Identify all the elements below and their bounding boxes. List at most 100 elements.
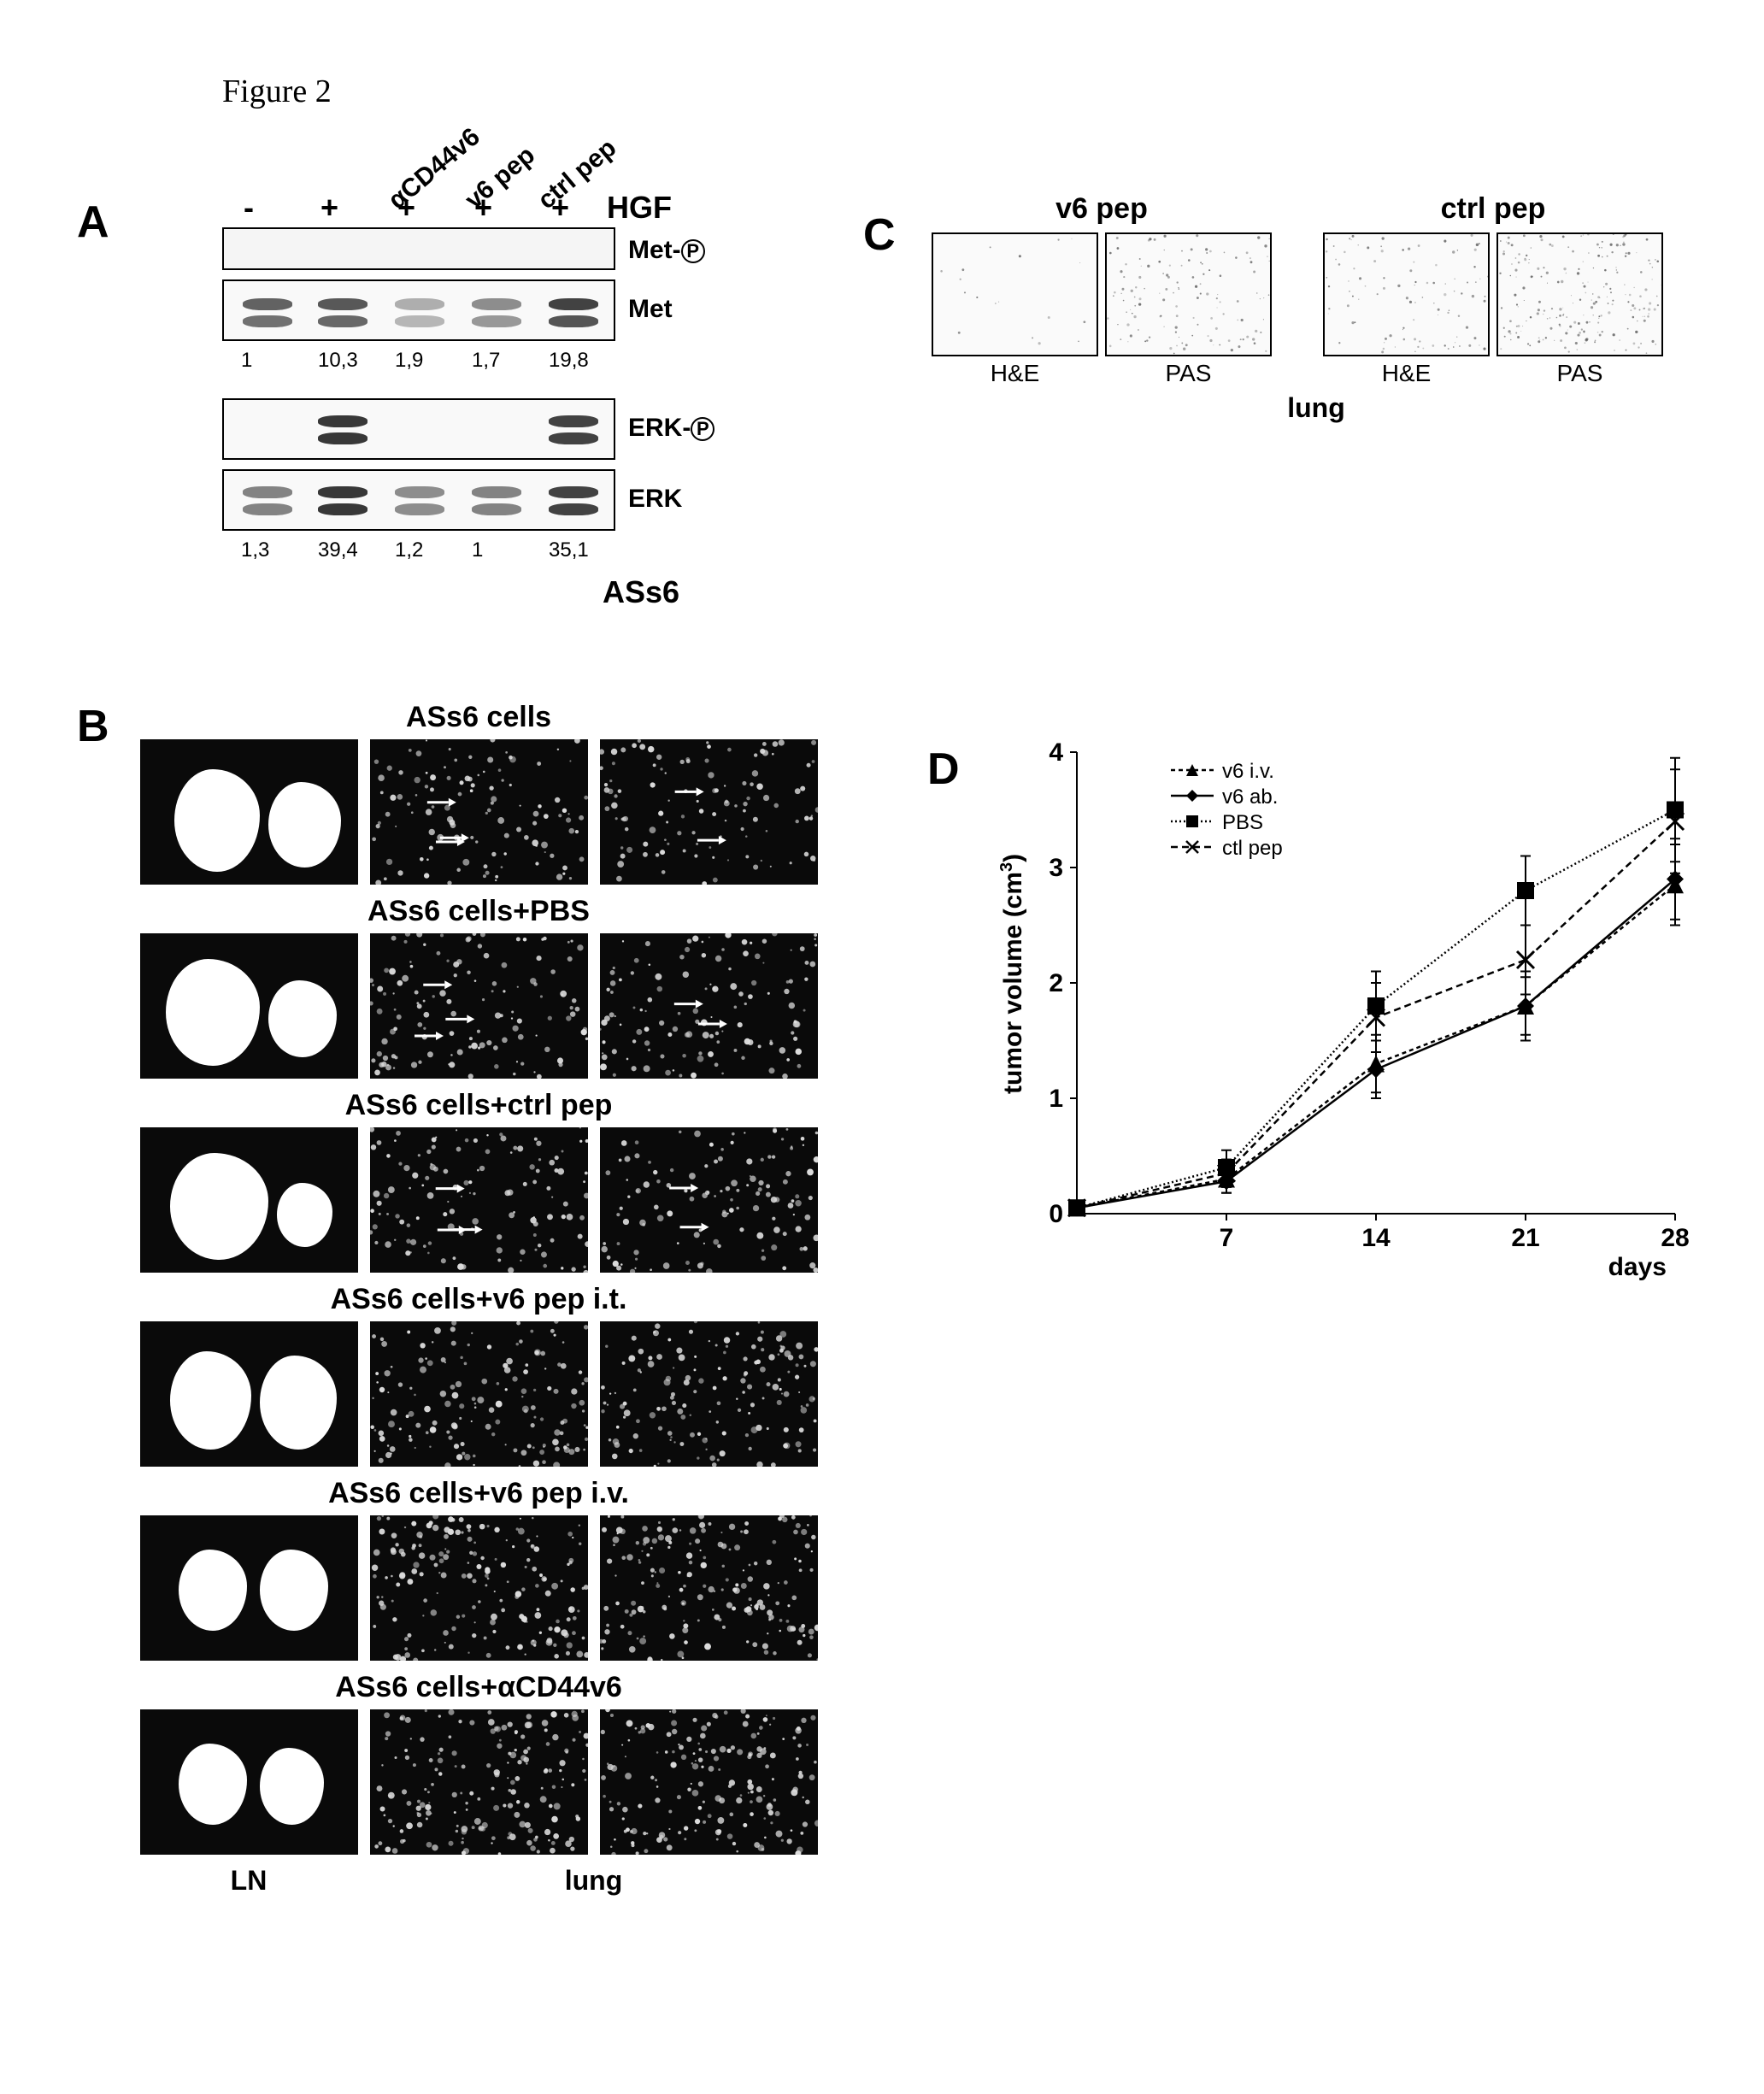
- lung-photo: [600, 1321, 818, 1467]
- hgf-label: HGF: [607, 190, 672, 226]
- tumor-blob: [179, 1744, 247, 1825]
- stain-label: H&E: [932, 360, 1098, 387]
- phospho-icon: P: [691, 417, 714, 441]
- panel-b: ASs6 cellsASs6 cells+PBSASs6 cells+ctrl …: [124, 701, 833, 1897]
- lung-photo: [370, 1709, 588, 1855]
- legend-label: PBS: [1222, 811, 1263, 835]
- legend-label: v6 i.v.: [1222, 760, 1274, 784]
- blot-row: ERK-P: [222, 398, 752, 464]
- blot-band: [549, 503, 598, 515]
- blot-band: [472, 298, 521, 310]
- treatment-images: [124, 739, 833, 885]
- hne-image: [932, 232, 1098, 356]
- phospho-icon: P: [681, 239, 705, 263]
- quant-value: 1,9: [395, 349, 423, 373]
- ln-photo: [140, 1515, 358, 1661]
- blot-label: Met: [628, 295, 673, 324]
- treatment-title: ASs6 cells+v6 pep i.t.: [124, 1283, 833, 1316]
- quant-row: 1,339,41,2135,1: [222, 538, 752, 564]
- marker-square: [1517, 882, 1534, 899]
- blot-row: Met-P: [222, 227, 752, 274]
- blot-band: [318, 432, 368, 444]
- lung-photo: [370, 739, 588, 885]
- blot-box: [222, 398, 615, 460]
- y-axis-label: tumor volume (cm3): [997, 854, 1027, 1094]
- treatment-title: ASs6 cells+v6 pep i.v.: [124, 1477, 833, 1510]
- histology-group: v6 pepH&EPAS: [932, 192, 1272, 387]
- stain-labels: H&EPAS: [1323, 360, 1663, 387]
- blot-band: [395, 298, 444, 310]
- ln-column-label: LN: [140, 1865, 358, 1897]
- lane-sign: -: [244, 190, 254, 226]
- blot-band: [395, 503, 444, 515]
- lung-photo: [600, 739, 818, 885]
- tumor-blob: [260, 1748, 324, 1825]
- lung-photo: [370, 1127, 588, 1273]
- x-axis-label: days: [1608, 1253, 1667, 1281]
- blot-band: [243, 298, 292, 310]
- lane-headers: -++++αCD44v6v6 pepctrl pepHGF: [222, 145, 752, 222]
- treatment-group: ASs6 cells+v6 pep i.v.: [124, 1477, 833, 1661]
- hne-image: [1323, 232, 1490, 356]
- pas-image: [1496, 232, 1663, 356]
- panel-c: v6 pepH&EPASctrl pepH&EPAS lung: [932, 192, 1701, 424]
- panel-label-d: D: [927, 744, 960, 795]
- tumor-volume-chart: 012347142128daystumor volume (cm3): [983, 726, 1701, 1291]
- histology-group: ctrl pep H&EPAS: [1323, 192, 1663, 387]
- panel-label-b: B: [77, 701, 109, 752]
- pas-image: [1105, 232, 1272, 356]
- legend-item: PBS: [1171, 812, 1283, 834]
- legend-item: v6 i.v.: [1171, 761, 1283, 783]
- quant-value: 1,3: [241, 538, 269, 562]
- lung-photo: [600, 1127, 818, 1273]
- histology-title: ctrl pep: [1323, 192, 1663, 226]
- treatment-title: ASs6 cells+PBS: [124, 895, 833, 928]
- blot-label: ERK: [628, 485, 682, 514]
- treatment-group: ASs6 cells+αCD44v6: [124, 1671, 833, 1855]
- x-tick-label: 14: [1361, 1224, 1391, 1252]
- quant-row: 110,31,91,719,8: [222, 349, 752, 374]
- tumor-blob: [174, 769, 260, 872]
- panel-label-c: C: [863, 209, 896, 261]
- tumor-blob: [268, 782, 341, 868]
- blot-band: [549, 432, 598, 444]
- blot-band: [318, 315, 368, 327]
- blot-band: [472, 486, 521, 498]
- treatment-images: [124, 933, 833, 1079]
- lung-column-label: lung: [370, 1865, 818, 1897]
- blot-box: [222, 469, 615, 531]
- quant-value: 1: [472, 538, 483, 562]
- panel-d: 012347142128daystumor volume (cm3) v6 i.…: [983, 726, 1701, 1291]
- western-blots: Met-PMet110,31,91,719,8ERK-PERK1,339,41,…: [222, 227, 752, 564]
- histology-images: [1323, 232, 1663, 356]
- blot-band: [395, 486, 444, 498]
- y-tick-label: 3: [1049, 854, 1063, 882]
- blot-label: ERK-P: [628, 414, 714, 443]
- stain-labels: H&EPAS: [932, 360, 1272, 387]
- treatment-group: ASs6 cells+PBS: [124, 895, 833, 1079]
- stain-label: H&E: [1323, 360, 1490, 387]
- panel-a: -++++αCD44v6v6 pepctrl pepHGF Met-PMet11…: [222, 145, 752, 600]
- marker-diamond: [1367, 1061, 1385, 1078]
- panel-c-bottom-label: lung: [932, 392, 1701, 424]
- treatment-title: ASs6 cells+αCD44v6: [124, 1671, 833, 1704]
- ln-photo: [140, 1321, 358, 1467]
- ln-photo: [140, 739, 358, 885]
- x-tick-label: 28: [1661, 1224, 1689, 1252]
- panel-label-a: A: [77, 197, 109, 248]
- blot-band: [472, 315, 521, 327]
- blot-box: [222, 279, 615, 341]
- panel-b-column-labels: LN lung: [124, 1865, 833, 1897]
- x-tick-label: 7: [1220, 1224, 1234, 1252]
- quant-value: 10,3: [318, 349, 358, 373]
- tumor-blob: [166, 959, 260, 1066]
- stain-label: PAS: [1496, 360, 1663, 387]
- tumor-blob: [170, 1153, 268, 1260]
- lung-photo: [600, 933, 818, 1079]
- blot-band: [243, 315, 292, 327]
- blot-band: [318, 415, 368, 427]
- legend-item: ctl pep: [1171, 838, 1283, 860]
- treatment-group: ASs6 cells+ctrl pep: [124, 1089, 833, 1273]
- treatment-images: [124, 1709, 833, 1855]
- treatment-images: [124, 1515, 833, 1661]
